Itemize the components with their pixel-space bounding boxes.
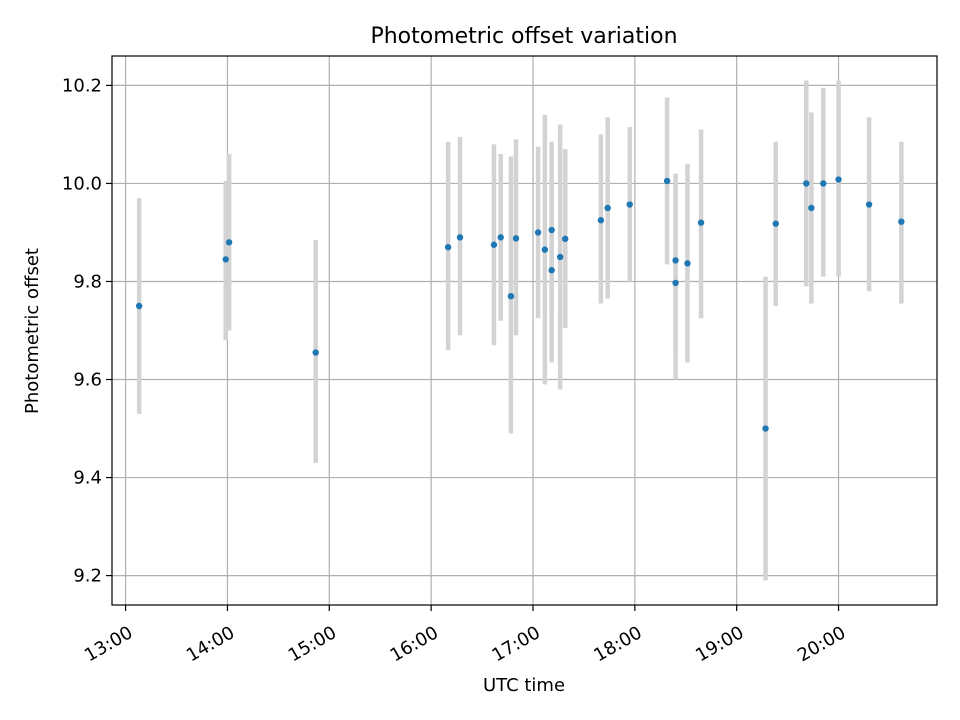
data-point bbox=[697, 219, 705, 226]
data-point bbox=[898, 218, 905, 225]
data-point bbox=[548, 267, 555, 274]
y-tick-label: 9.2 bbox=[73, 566, 102, 587]
x-tick-label: 16:00 bbox=[387, 622, 442, 666]
data-point bbox=[663, 177, 671, 185]
x-tick-label: 14:00 bbox=[183, 622, 238, 666]
data-point bbox=[456, 234, 464, 241]
data-point bbox=[548, 226, 555, 234]
x-tick-label: 18:00 bbox=[590, 622, 645, 666]
data-point bbox=[626, 201, 633, 208]
data-point bbox=[444, 243, 452, 251]
point-layer bbox=[135, 176, 905, 432]
data-point bbox=[597, 217, 605, 224]
data-point bbox=[312, 349, 319, 356]
data-point bbox=[507, 292, 515, 300]
data-point bbox=[556, 253, 564, 261]
tick-layer: 13:00 14:00 15:00 16:00 17:00 18:00 19:00 20:00… bbox=[62, 75, 850, 666]
data-point bbox=[672, 257, 679, 264]
x-tick-label: 17:00 bbox=[488, 622, 543, 666]
y-tick-label: 9.6 bbox=[73, 370, 102, 391]
data-point bbox=[222, 256, 229, 263]
data-point bbox=[772, 220, 779, 227]
data-point bbox=[135, 302, 143, 310]
chart-title: Photometric offset variation bbox=[370, 24, 677, 49]
data-point bbox=[225, 239, 233, 246]
data-point bbox=[684, 260, 691, 267]
data-point bbox=[672, 279, 679, 287]
plot-frame bbox=[111, 55, 938, 606]
x-axis-label: UTC time bbox=[483, 675, 565, 696]
data-point bbox=[541, 246, 549, 253]
data-point bbox=[762, 425, 769, 432]
data-point bbox=[534, 229, 542, 236]
data-point bbox=[490, 241, 498, 248]
y-tick-label: 9.8 bbox=[73, 271, 102, 292]
data-point bbox=[512, 235, 520, 242]
data-point bbox=[835, 176, 842, 183]
data-point bbox=[808, 204, 815, 212]
y-tick-label: 10.0 bbox=[62, 173, 102, 194]
data-point bbox=[803, 180, 810, 187]
x-tick-label: 15:00 bbox=[285, 622, 340, 666]
y-axis-label: Photometric offset bbox=[22, 248, 43, 414]
data-point bbox=[604, 204, 611, 212]
data-point bbox=[820, 180, 827, 187]
y-tick-label: 10.2 bbox=[62, 75, 102, 96]
errorbar-layer bbox=[136, 80, 904, 581]
x-tick-label: 19:00 bbox=[692, 622, 747, 666]
data-point bbox=[497, 234, 504, 241]
y-tick-label: 9.4 bbox=[73, 468, 102, 489]
x-tick-label: 20:00 bbox=[794, 622, 849, 666]
data-point bbox=[865, 201, 873, 208]
data-point bbox=[562, 235, 569, 243]
x-tick-label: 13:00 bbox=[81, 622, 136, 666]
grid-layer bbox=[112, 56, 937, 605]
